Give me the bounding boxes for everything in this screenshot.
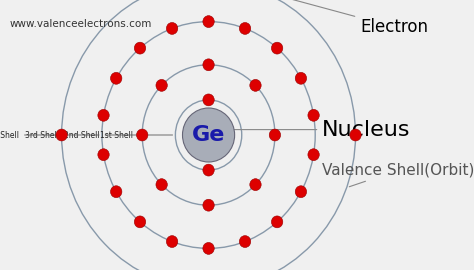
Ellipse shape (203, 164, 214, 176)
Ellipse shape (203, 199, 214, 211)
Ellipse shape (98, 109, 109, 121)
Ellipse shape (134, 42, 146, 54)
Ellipse shape (166, 22, 178, 34)
Ellipse shape (56, 129, 67, 141)
Ellipse shape (110, 186, 122, 198)
Text: 4th Shell: 4th Shell (0, 130, 59, 140)
Ellipse shape (203, 59, 214, 71)
Ellipse shape (98, 149, 109, 161)
Text: Valence Shell(Orbit): Valence Shell(Orbit) (322, 163, 474, 187)
Text: Ge: Ge (192, 125, 225, 145)
Ellipse shape (203, 94, 214, 106)
Ellipse shape (110, 72, 122, 84)
Ellipse shape (137, 129, 148, 141)
Text: www.valenceelectrons.com: www.valenceelectrons.com (9, 19, 152, 29)
Ellipse shape (308, 149, 319, 161)
Ellipse shape (166, 236, 178, 248)
Text: Nucleus: Nucleus (227, 120, 411, 140)
Ellipse shape (134, 216, 146, 228)
Ellipse shape (250, 79, 261, 91)
Ellipse shape (239, 22, 251, 34)
Text: 3rd Shell: 3rd Shell (25, 130, 99, 140)
Ellipse shape (182, 108, 235, 162)
Text: Electron: Electron (262, 0, 428, 36)
Ellipse shape (350, 129, 361, 141)
Text: 2nd Shell: 2nd Shell (64, 130, 139, 140)
Ellipse shape (203, 16, 214, 28)
Ellipse shape (239, 236, 251, 248)
Ellipse shape (250, 179, 261, 191)
Ellipse shape (156, 79, 167, 91)
Ellipse shape (308, 109, 319, 121)
Ellipse shape (203, 242, 214, 254)
Ellipse shape (295, 186, 307, 198)
Ellipse shape (156, 179, 167, 191)
Ellipse shape (269, 129, 281, 141)
Ellipse shape (295, 72, 307, 84)
Ellipse shape (272, 216, 283, 228)
Ellipse shape (272, 42, 283, 54)
Text: 1st Shell: 1st Shell (100, 130, 173, 140)
